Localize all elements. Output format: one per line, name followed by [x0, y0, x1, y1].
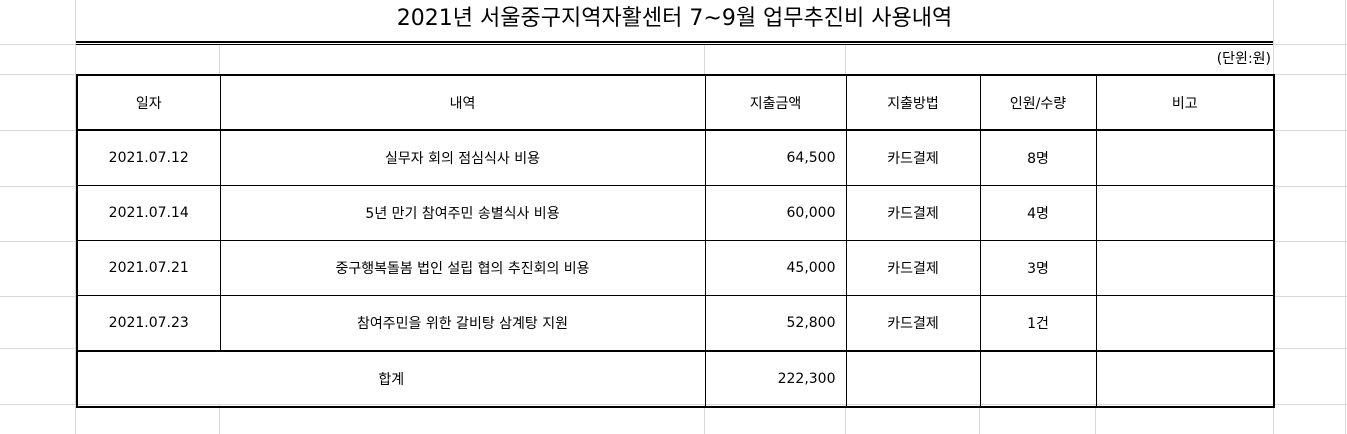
total-amount[interactable]: 222,300	[704, 350, 847, 408]
cell-desc[interactable]: 참여주민을 위한 갈비탕 삼계탕 지원	[219, 295, 706, 352]
total-method[interactable]	[845, 350, 981, 408]
cell-date[interactable]: 2021.07.12	[76, 129, 221, 186]
header-method[interactable]: 지출방법	[845, 74, 981, 131]
table-row: 2021.07.23 참여주민을 위한 갈비탕 삼계탕 지원 52,800 카드…	[76, 295, 1275, 352]
title-underline	[76, 41, 1273, 45]
cell-count[interactable]: 8명	[979, 129, 1097, 186]
cell-desc[interactable]: 5년 만기 참여주민 송별식사 비용	[219, 185, 706, 241]
cell-method[interactable]: 카드결제	[845, 185, 981, 241]
cell-note[interactable]	[1095, 295, 1275, 352]
cell-amount[interactable]: 64,500	[704, 129, 847, 186]
total-note[interactable]	[1095, 350, 1275, 408]
cell-desc[interactable]: 실무자 회의 점심식사 비용	[219, 129, 706, 186]
header-note[interactable]: 비고	[1095, 74, 1275, 131]
unit-label: (단윈:원)	[1216, 51, 1271, 67]
total-row: 합계 222,300	[76, 350, 1275, 408]
cell-count[interactable]: 4명	[979, 185, 1097, 241]
table-row: 2021.07.21 중구행복돌봄 법인 설립 협의 추진회의 비용 45,00…	[76, 240, 1275, 296]
table-row: 2021.07.14 5년 만기 참여주민 송별식사 비용 60,000 카드결…	[76, 185, 1275, 241]
total-count[interactable]	[979, 350, 1097, 408]
cell-date[interactable]: 2021.07.23	[76, 295, 221, 352]
page-title: 2021년 서울중구지역자활센터 7~9월 업무추진비 사용내역	[396, 6, 953, 31]
cell-date[interactable]: 2021.07.14	[76, 185, 221, 241]
cell-method[interactable]: 카드결제	[845, 295, 981, 352]
cell-method[interactable]: 카드결제	[845, 240, 981, 296]
cell-note[interactable]	[1095, 240, 1275, 296]
cell-desc[interactable]: 중구행복돌봄 법인 설립 협의 추진회의 비용	[219, 240, 706, 296]
cell-amount[interactable]: 52,800	[704, 295, 847, 352]
header-amount[interactable]: 지출금액	[704, 74, 847, 131]
cell-amount[interactable]: 45,000	[704, 240, 847, 296]
expense-table: 일자 내역 지출금액 지출방법 인원/수량 비고 2021.07.12 실무자 …	[76, 74, 1275, 408]
cell-count[interactable]: 1건	[979, 295, 1097, 352]
header-row: 일자 내역 지출금액 지출방법 인원/수량 비고	[76, 74, 1275, 131]
cell-count[interactable]: 3명	[979, 240, 1097, 296]
header-date[interactable]: 일자	[76, 74, 221, 131]
cell-note[interactable]	[1095, 129, 1275, 186]
cell-method[interactable]: 카드결제	[845, 129, 981, 186]
cell-note[interactable]	[1095, 185, 1275, 241]
table-row: 2021.07.12 실무자 회의 점심식사 비용 64,500 카드결제 8명	[76, 129, 1275, 186]
header-desc[interactable]: 내역	[219, 74, 706, 131]
cell-amount[interactable]: 60,000	[704, 185, 847, 241]
total-label[interactable]: 합계	[76, 350, 706, 408]
header-count[interactable]: 인원/수량	[979, 74, 1097, 131]
cell-date[interactable]: 2021.07.21	[76, 240, 221, 296]
